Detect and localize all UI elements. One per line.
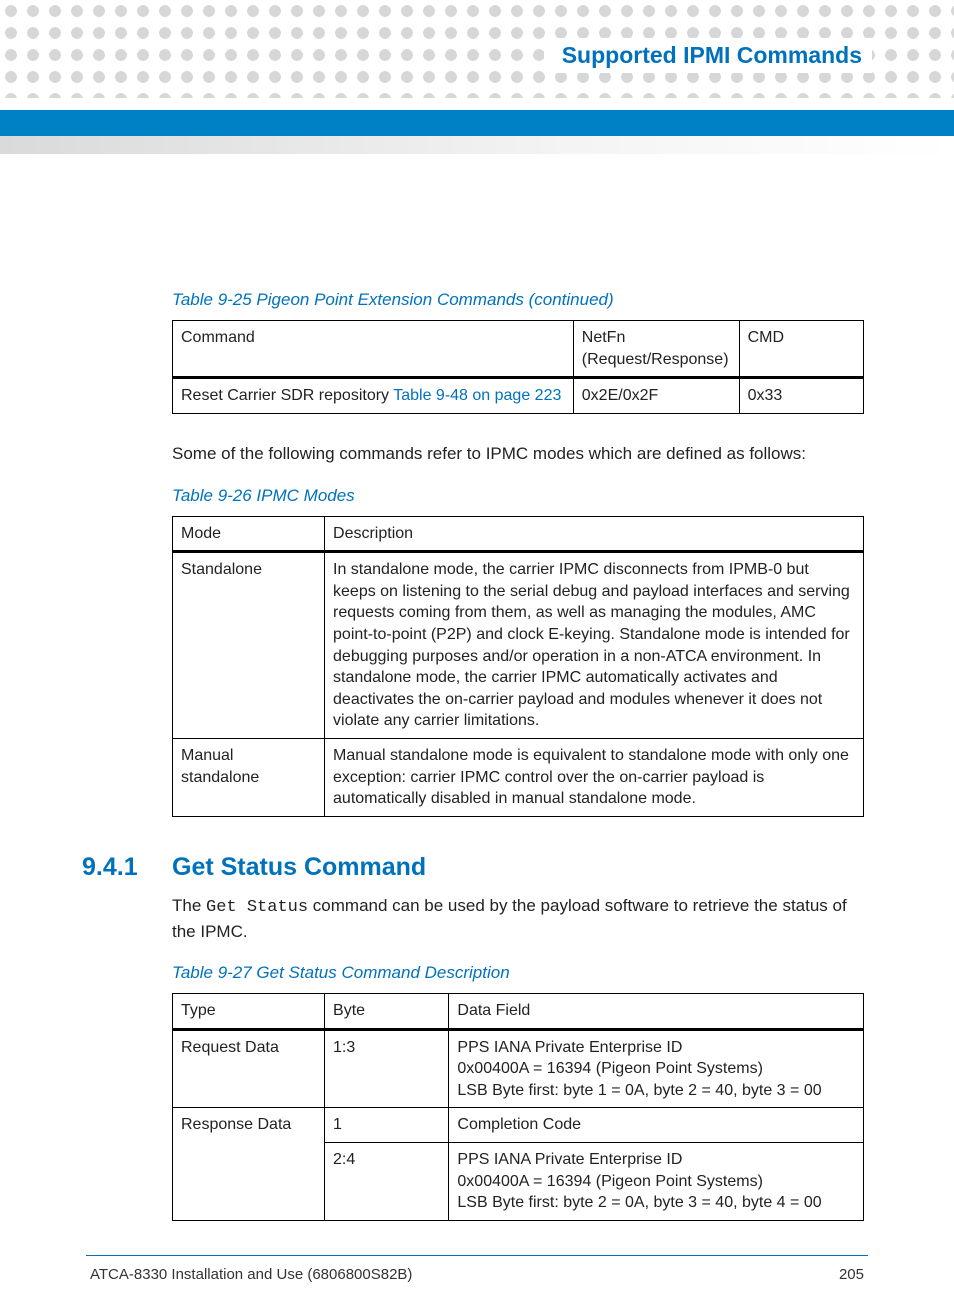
col-header-mode: Mode	[173, 516, 325, 552]
section-heading: 9.4.1 Get Status Command	[172, 853, 864, 882]
table-9-25: Command NetFn (Request/Response) CMD Res…	[172, 320, 864, 414]
cell-datafield: PPS IANA Private Enterprise ID 0x00400A …	[449, 1029, 864, 1108]
paragraph: Some of the following commands refer to …	[172, 442, 864, 466]
section-number: 9.4.1	[82, 853, 172, 882]
data-field-line: Completion Code	[457, 1114, 855, 1136]
cell-datafield: PPS IANA Private Enterprise ID 0x00400A …	[449, 1142, 864, 1220]
header-dot-band: Supported IPMI Commands	[0, 0, 954, 98]
table-9-27-caption: Table 9-27 Get Status Command Descriptio…	[172, 963, 864, 983]
table-row: Standalone In standalone mode, the carri…	[173, 552, 864, 739]
page-footer: ATCA-8330 Installation and Use (6806800S…	[86, 1255, 868, 1313]
data-field-line: PPS IANA Private Enterprise ID	[457, 1149, 855, 1171]
table-9-26: Mode Description Standalone In standalon…	[172, 516, 864, 817]
col-header-type: Type	[173, 993, 325, 1029]
table-9-27: Type Byte Data Field Request Data 1:3 PP…	[172, 993, 864, 1221]
col-header-command: Command	[173, 321, 574, 378]
data-field-line: 0x00400A = 16394 (Pigeon Point Systems)	[457, 1171, 855, 1193]
page-content: Table 9-25 Pigeon Point Extension Comman…	[0, 98, 954, 1221]
table-9-25-caption: Table 9-25 Pigeon Point Extension Comman…	[172, 290, 864, 310]
header-blue-bar	[0, 110, 954, 136]
table-9-26-caption: Table 9-26 IPMC Modes	[172, 486, 864, 506]
data-field-line: 0x00400A = 16394 (Pigeon Point Systems)	[457, 1058, 855, 1080]
header-gray-bar	[0, 136, 954, 154]
cell-description: In standalone mode, the carrier IPMC dis…	[325, 552, 864, 739]
table-row: Manual standalone Manual standalone mode…	[173, 738, 864, 816]
data-field-line: LSB Byte first: byte 2 = 0A, byte 3 = 40…	[457, 1192, 855, 1214]
cell-datafield: Completion Code	[449, 1108, 864, 1143]
cell-type: Request Data	[173, 1029, 325, 1108]
cell-netfn: 0x2E/0x2F	[573, 378, 739, 414]
section-title: Get Status Command	[172, 853, 426, 882]
footer-doc-title: ATCA-8330 Installation and Use (6806800S…	[90, 1266, 412, 1283]
col-header-cmd: CMD	[739, 321, 863, 378]
data-field-line: PPS IANA Private Enterprise ID	[457, 1037, 855, 1059]
cell-byte: 1	[325, 1108, 449, 1143]
section-body: The Get Status command can be used by th…	[172, 894, 864, 945]
command-name: Get Status	[206, 898, 308, 917]
cell-cmd: 0x33	[739, 378, 863, 414]
table-row: Request Data 1:3 PPS IANA Private Enterp…	[173, 1029, 864, 1108]
footer-page-number: 205	[839, 1266, 864, 1283]
page-header-title: Supported IPMI Commands	[544, 38, 872, 73]
table-row: Response Data 1 Completion Code	[173, 1108, 864, 1143]
data-field-line: LSB Byte first: byte 1 = 0A, byte 2 = 40…	[457, 1080, 855, 1102]
body-text: The	[172, 896, 206, 915]
cell-mode: Manual standalone	[173, 738, 325, 816]
cell-byte: 2:4	[325, 1142, 449, 1220]
table-row: Type Byte Data Field	[173, 993, 864, 1029]
table-row: Command NetFn (Request/Response) CMD	[173, 321, 864, 378]
cell-type: Response Data	[173, 1108, 325, 1220]
table-row: Mode Description	[173, 516, 864, 552]
cell-mode: Standalone	[173, 552, 325, 739]
col-header-netfn: NetFn (Request/Response)	[573, 321, 739, 378]
col-header-byte: Byte	[325, 993, 449, 1029]
cell-command: Reset Carrier SDR repository Table 9-48 …	[173, 378, 574, 414]
cell-description: Manual standalone mode is equivalent to …	[325, 738, 864, 816]
cell-byte: 1:3	[325, 1029, 449, 1108]
cross-reference-link[interactable]: Table 9-48 on page 223	[393, 387, 561, 404]
table-row: Reset Carrier SDR repository Table 9-48 …	[173, 378, 864, 414]
cell-text: Reset Carrier SDR repository	[181, 387, 393, 404]
col-header-description: Description	[325, 516, 864, 552]
col-header-datafield: Data Field	[449, 993, 864, 1029]
